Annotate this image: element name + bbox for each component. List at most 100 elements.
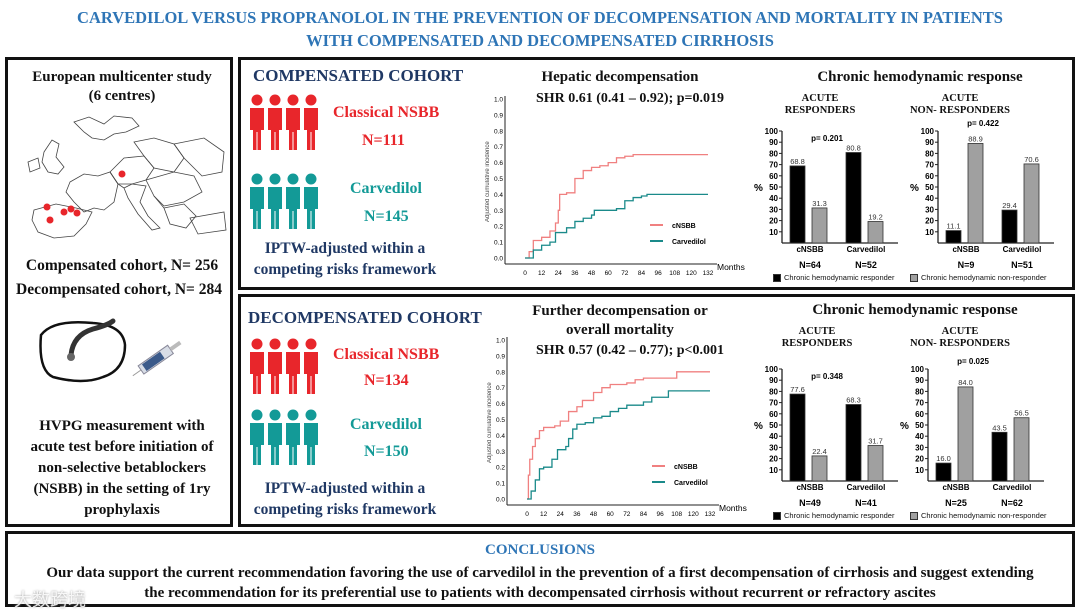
x-tick-label: 24 bbox=[557, 511, 565, 518]
bar-value-label: 31.3 bbox=[812, 199, 827, 208]
x-tick-label: 132 bbox=[703, 270, 714, 277]
people-icon-red bbox=[250, 338, 318, 394]
y-tick-label: 70 bbox=[769, 161, 778, 170]
iptw-line: IPTW-adjusted within a bbox=[264, 480, 426, 497]
y-tick-label: 60 bbox=[915, 410, 924, 419]
y-tick-label: 0.3 bbox=[494, 208, 503, 215]
km-line-cnsbb bbox=[525, 154, 708, 259]
title-line-1: CARVEDILOL VERSUS PROPRANOLOL IN THE PRE… bbox=[77, 8, 1003, 27]
bar-value-label: 16.0 bbox=[936, 454, 951, 463]
people-icon-red bbox=[250, 94, 318, 150]
x-tick-label: 120 bbox=[686, 270, 697, 277]
legend-label: Carvedilol bbox=[672, 239, 706, 246]
y-tick-label: 0.4 bbox=[494, 192, 503, 199]
n-label: N=52 bbox=[855, 260, 877, 270]
decompensated-panel bbox=[238, 294, 1075, 527]
bar-nonresponder bbox=[967, 143, 984, 244]
bar-value-label: 80.8 bbox=[846, 144, 861, 153]
y-tick-label: 100 bbox=[921, 127, 935, 136]
y-tick-label: 60 bbox=[769, 410, 778, 419]
legend-swatch bbox=[910, 511, 918, 520]
method-line: acute test before initiation of bbox=[30, 439, 214, 455]
legend-label: cNSBB bbox=[674, 464, 698, 471]
km-chart-decompensated: 0.0 0.1 0.2 0.3 0.4 0.5 0.6 0.7 0.8 0.9 1.0 0 12 24 36… bbox=[487, 337, 747, 518]
centre-pins bbox=[43, 170, 126, 224]
y-tick-label: 10 bbox=[925, 228, 934, 237]
bar-value-label: 68.3 bbox=[846, 396, 861, 405]
y-tick-label: 0.2 bbox=[496, 465, 505, 472]
bar-chart-decomp-responders: p= 0.348 10 20 30 40 50 60 70 80 90 100% 77.6 22.4 cN… bbox=[754, 365, 898, 508]
study-title-line1: European multicenter study bbox=[32, 69, 212, 85]
person-head bbox=[287, 94, 299, 106]
y-tick-label: 60 bbox=[925, 172, 934, 181]
category-label: Carvedilol bbox=[1003, 245, 1042, 254]
bar-responder bbox=[789, 393, 806, 482]
bar-value-label: 77.6 bbox=[790, 385, 805, 394]
person-head bbox=[305, 173, 317, 185]
person-body bbox=[286, 352, 300, 394]
pin-icon bbox=[46, 216, 54, 224]
y-tick-label: 0.4 bbox=[496, 433, 505, 440]
x-tick-label: 96 bbox=[656, 511, 664, 518]
group2-n: N=145 bbox=[364, 208, 409, 225]
study-title: European multicenter study (6 centres) bbox=[8, 68, 236, 106]
header-line: RESPONDERS bbox=[781, 338, 853, 349]
person-body bbox=[268, 423, 282, 465]
legend-responder: Chronic hemodynamic responder bbox=[773, 511, 894, 520]
pin-icon bbox=[67, 205, 75, 213]
legend-nonresponder: Chronic hemodynamic non-responder bbox=[910, 273, 1046, 282]
y-tick-label: 90 bbox=[769, 376, 778, 385]
bar-nonresponder bbox=[1013, 417, 1030, 482]
conclusions-title: CONCLUSIONS bbox=[484, 542, 596, 558]
y-tick-label: 10 bbox=[769, 228, 778, 237]
y-tick-label: 1.0 bbox=[496, 338, 505, 345]
person-body bbox=[304, 352, 318, 394]
y-tick-label: 0.7 bbox=[496, 385, 505, 392]
n-label: N=9 bbox=[958, 260, 975, 270]
y-tick-label: 0.3 bbox=[496, 449, 505, 456]
y-tick-label: 0.6 bbox=[496, 401, 505, 408]
y-tick-label: 0.0 bbox=[496, 497, 505, 504]
km-title: Hepatic decompensation bbox=[541, 69, 699, 85]
legend-swatch bbox=[773, 511, 781, 520]
person-head bbox=[305, 94, 317, 106]
x-tick-label: 0 bbox=[525, 511, 529, 518]
person-body bbox=[268, 108, 282, 150]
x-tick-label: 84 bbox=[640, 511, 648, 518]
y-tick-label: 60 bbox=[769, 172, 778, 181]
conclusion-line: Our data support the current recommendat… bbox=[46, 565, 1034, 581]
y-tick-label: 70 bbox=[769, 399, 778, 408]
header-line: ACUTE bbox=[798, 326, 836, 337]
category-label: cNSBB bbox=[796, 483, 823, 492]
header-line: NON- RESPONDERS bbox=[909, 105, 1011, 116]
km-title-line: Further decompensation or bbox=[532, 303, 708, 319]
person-body bbox=[286, 423, 300, 465]
bar-value-label: 68.8 bbox=[790, 157, 805, 166]
y-tick-label: 30 bbox=[769, 205, 778, 214]
person-body bbox=[250, 352, 264, 394]
x-tick-label: 12 bbox=[540, 511, 548, 518]
person-head bbox=[269, 94, 281, 106]
bar-chart-comp-responders: p= 0.201 10 20 30 40 50 60 70 80 90 100% 68.8 31.3 cN… bbox=[754, 127, 898, 270]
bar-value-label: 31.7 bbox=[868, 436, 883, 445]
responders-header: ACUTE RESPONDERS bbox=[767, 326, 867, 350]
y-tick-label: 50 bbox=[769, 183, 778, 192]
y-tick-label: 0.2 bbox=[494, 224, 503, 231]
person-head bbox=[269, 409, 281, 421]
people-icon-teal bbox=[250, 409, 318, 465]
n-label: N=41 bbox=[855, 498, 877, 508]
bar-value-label: 84.0 bbox=[958, 378, 973, 387]
x-axis-label: Months bbox=[719, 503, 747, 513]
person-head bbox=[251, 94, 263, 106]
bar-responder bbox=[945, 230, 962, 244]
legend-label: Carvedilol bbox=[674, 480, 708, 487]
y-axis-label: Adjusted cumulative incidence bbox=[487, 382, 493, 463]
bar-value-label: 70.6 bbox=[1024, 155, 1039, 164]
legend-label: Chronic hemodynamic responder bbox=[784, 511, 895, 520]
y-axis-label: % bbox=[910, 183, 919, 194]
group2-n: N=150 bbox=[364, 443, 409, 460]
y-tick-label: 90 bbox=[915, 376, 924, 385]
x-tick-label: 24 bbox=[555, 270, 563, 277]
y-tick-label: 90 bbox=[925, 138, 934, 147]
bar-value-label: 88.9 bbox=[968, 134, 983, 143]
